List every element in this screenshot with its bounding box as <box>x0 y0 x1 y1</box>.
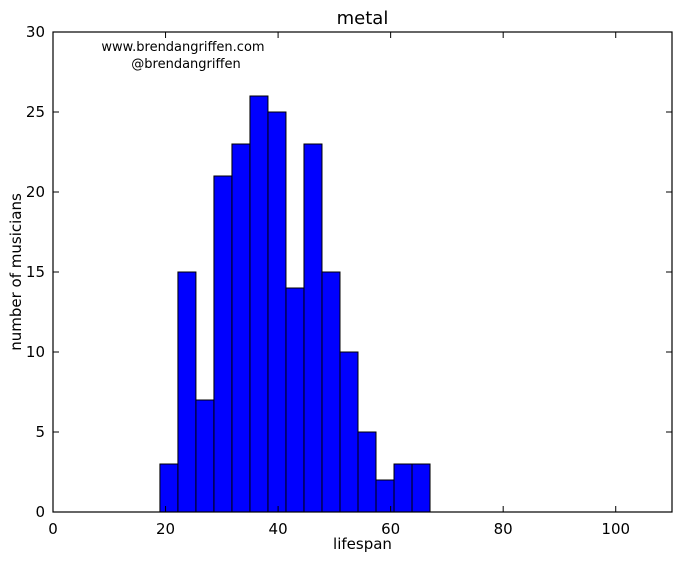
x-tick-label: 20 <box>156 520 175 538</box>
histogram-bar <box>303 143 323 513</box>
histogram-bar <box>321 271 341 513</box>
x-tick-label: 100 <box>601 520 630 538</box>
annotation-line-1: www.brendangriffen.com <box>101 40 264 55</box>
y-tick-label: 25 <box>26 103 45 121</box>
histogram-bar <box>249 95 269 513</box>
x-axis-label: lifespan <box>333 535 392 553</box>
histogram-bar <box>231 143 251 513</box>
histogram-bar <box>375 479 395 513</box>
histogram-bar <box>177 271 197 513</box>
ticks-layer: 0 20 40 60 80 100 0 5 10 15 20 25 30 <box>26 23 672 538</box>
x-tick-label: 40 <box>269 520 288 538</box>
x-tick-label: 80 <box>494 520 513 538</box>
histogram-bar <box>213 175 233 513</box>
histogram-bar <box>195 399 215 513</box>
histogram-bar <box>159 463 179 513</box>
histogram-bar <box>285 287 305 513</box>
y-tick-label: 10 <box>26 343 45 361</box>
histogram-bar <box>393 463 413 513</box>
annotation-line-2: @brendangriffen <box>131 57 240 72</box>
chart-title: metal <box>337 8 389 29</box>
x-tick-label: 0 <box>48 520 58 538</box>
y-tick-label: 20 <box>26 183 45 201</box>
y-tick-label: 15 <box>26 263 45 281</box>
histogram-bar <box>411 463 431 513</box>
bars-layer <box>159 95 431 513</box>
histogram-bar <box>357 431 377 513</box>
y-tick-label: 30 <box>26 23 45 41</box>
y-tick-label: 5 <box>35 423 45 441</box>
y-axis-label: number of musicians <box>7 193 25 351</box>
histogram-bar <box>267 111 287 513</box>
plot-frame <box>52 31 673 513</box>
histogram-bar <box>339 351 359 513</box>
x-tick-label: 60 <box>381 520 400 538</box>
y-tick-label: 0 <box>35 503 45 521</box>
